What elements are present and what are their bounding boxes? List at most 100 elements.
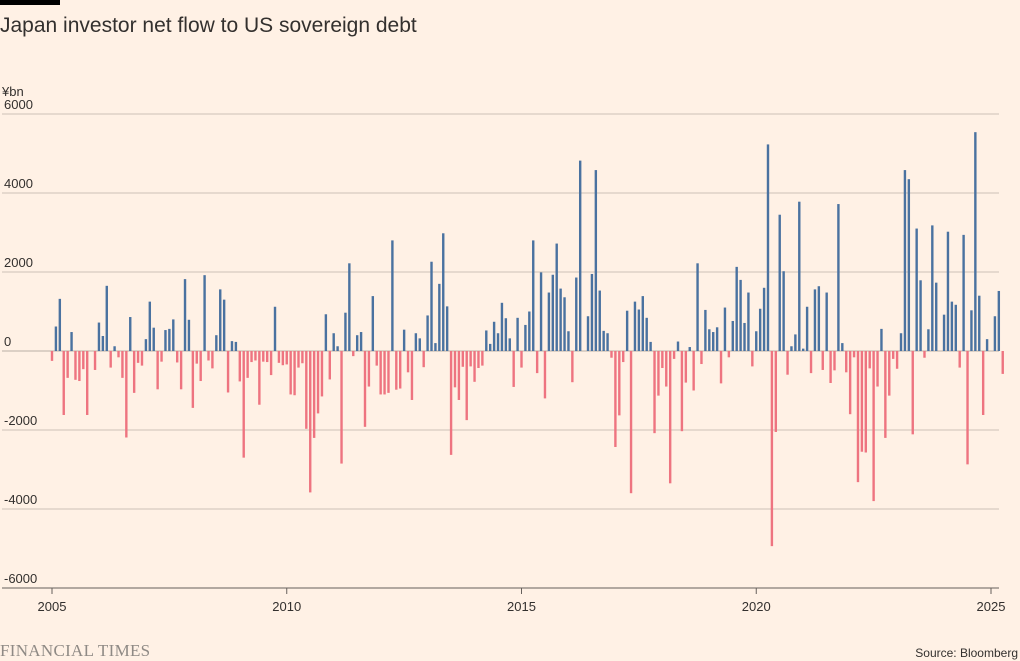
y-tick-label: -6000 [4, 571, 37, 586]
bar [762, 287, 766, 351]
bar [125, 351, 128, 438]
bar [434, 343, 437, 351]
bar [97, 322, 101, 351]
bar [336, 346, 339, 351]
bar [543, 351, 547, 399]
bar [520, 351, 523, 368]
bar [586, 316, 590, 351]
bar [500, 302, 504, 351]
bar [899, 333, 903, 351]
bar [62, 351, 65, 415]
bar [778, 214, 781, 351]
bar [160, 351, 163, 362]
bar [837, 204, 840, 351]
bar [907, 179, 911, 351]
bar [426, 315, 429, 351]
y-tick-label: -2000 [4, 413, 37, 428]
bar [758, 308, 762, 351]
bar [735, 266, 738, 351]
bar [461, 351, 465, 367]
bar [813, 289, 817, 351]
bar [637, 309, 641, 351]
bar [841, 343, 844, 351]
bar [911, 351, 914, 435]
bar [320, 351, 324, 397]
x-tick-label: 2025 [977, 599, 1006, 614]
bar [563, 297, 566, 351]
bar [774, 351, 778, 432]
bar [215, 335, 218, 351]
bar [888, 351, 891, 396]
bar [328, 351, 331, 380]
x-tick-label: 2020 [742, 599, 771, 614]
bar [324, 314, 328, 351]
bar [950, 301, 954, 352]
bar [496, 333, 500, 351]
bar [86, 351, 89, 415]
bar [172, 319, 175, 351]
x-tick-label: 2005 [38, 599, 67, 614]
bar [492, 321, 496, 351]
bar [891, 351, 895, 359]
source-note: Source: Bloomberg [915, 646, 1018, 660]
bar [884, 351, 887, 438]
bar [262, 351, 265, 362]
bar [316, 351, 320, 414]
y-tick-label: 2000 [4, 255, 33, 270]
bar [696, 263, 699, 351]
bar [555, 243, 558, 351]
bar [50, 351, 54, 361]
bar [782, 271, 785, 351]
bar [473, 351, 476, 382]
bar [571, 351, 574, 383]
bar [731, 320, 734, 351]
bar [93, 351, 97, 370]
bar [246, 351, 249, 378]
bar [739, 279, 742, 351]
bar [931, 225, 934, 351]
bar [923, 351, 926, 358]
bar [383, 351, 386, 395]
bar [195, 351, 198, 364]
x-tick-label: 2010 [272, 599, 301, 614]
bar [156, 351, 159, 390]
bar [821, 351, 824, 370]
bar [66, 351, 69, 378]
bar [168, 328, 171, 351]
bar [148, 301, 152, 352]
bar [672, 351, 676, 359]
bar [371, 296, 375, 351]
bar [610, 351, 613, 358]
bar [430, 261, 433, 351]
bar [622, 351, 625, 363]
bar [414, 333, 418, 351]
bar [344, 312, 347, 351]
bar [794, 334, 797, 351]
bar [54, 326, 58, 351]
bar [805, 306, 809, 351]
bar [790, 346, 793, 351]
bar [203, 275, 206, 351]
bar [786, 351, 789, 375]
bar [152, 327, 155, 351]
bar [297, 351, 300, 368]
bar [817, 286, 821, 351]
bar [743, 322, 746, 351]
bar [109, 351, 112, 368]
bar [418, 338, 421, 351]
bar [242, 351, 245, 458]
bar [144, 339, 148, 351]
bar [312, 351, 316, 438]
bar [117, 351, 120, 358]
bar [578, 160, 582, 351]
bar [966, 351, 969, 465]
bar [74, 351, 77, 380]
bar [410, 351, 414, 400]
bar [598, 290, 601, 351]
bar [935, 282, 938, 351]
bar [657, 351, 660, 396]
bar [625, 310, 629, 351]
bar [602, 330, 605, 351]
bar [903, 170, 907, 351]
